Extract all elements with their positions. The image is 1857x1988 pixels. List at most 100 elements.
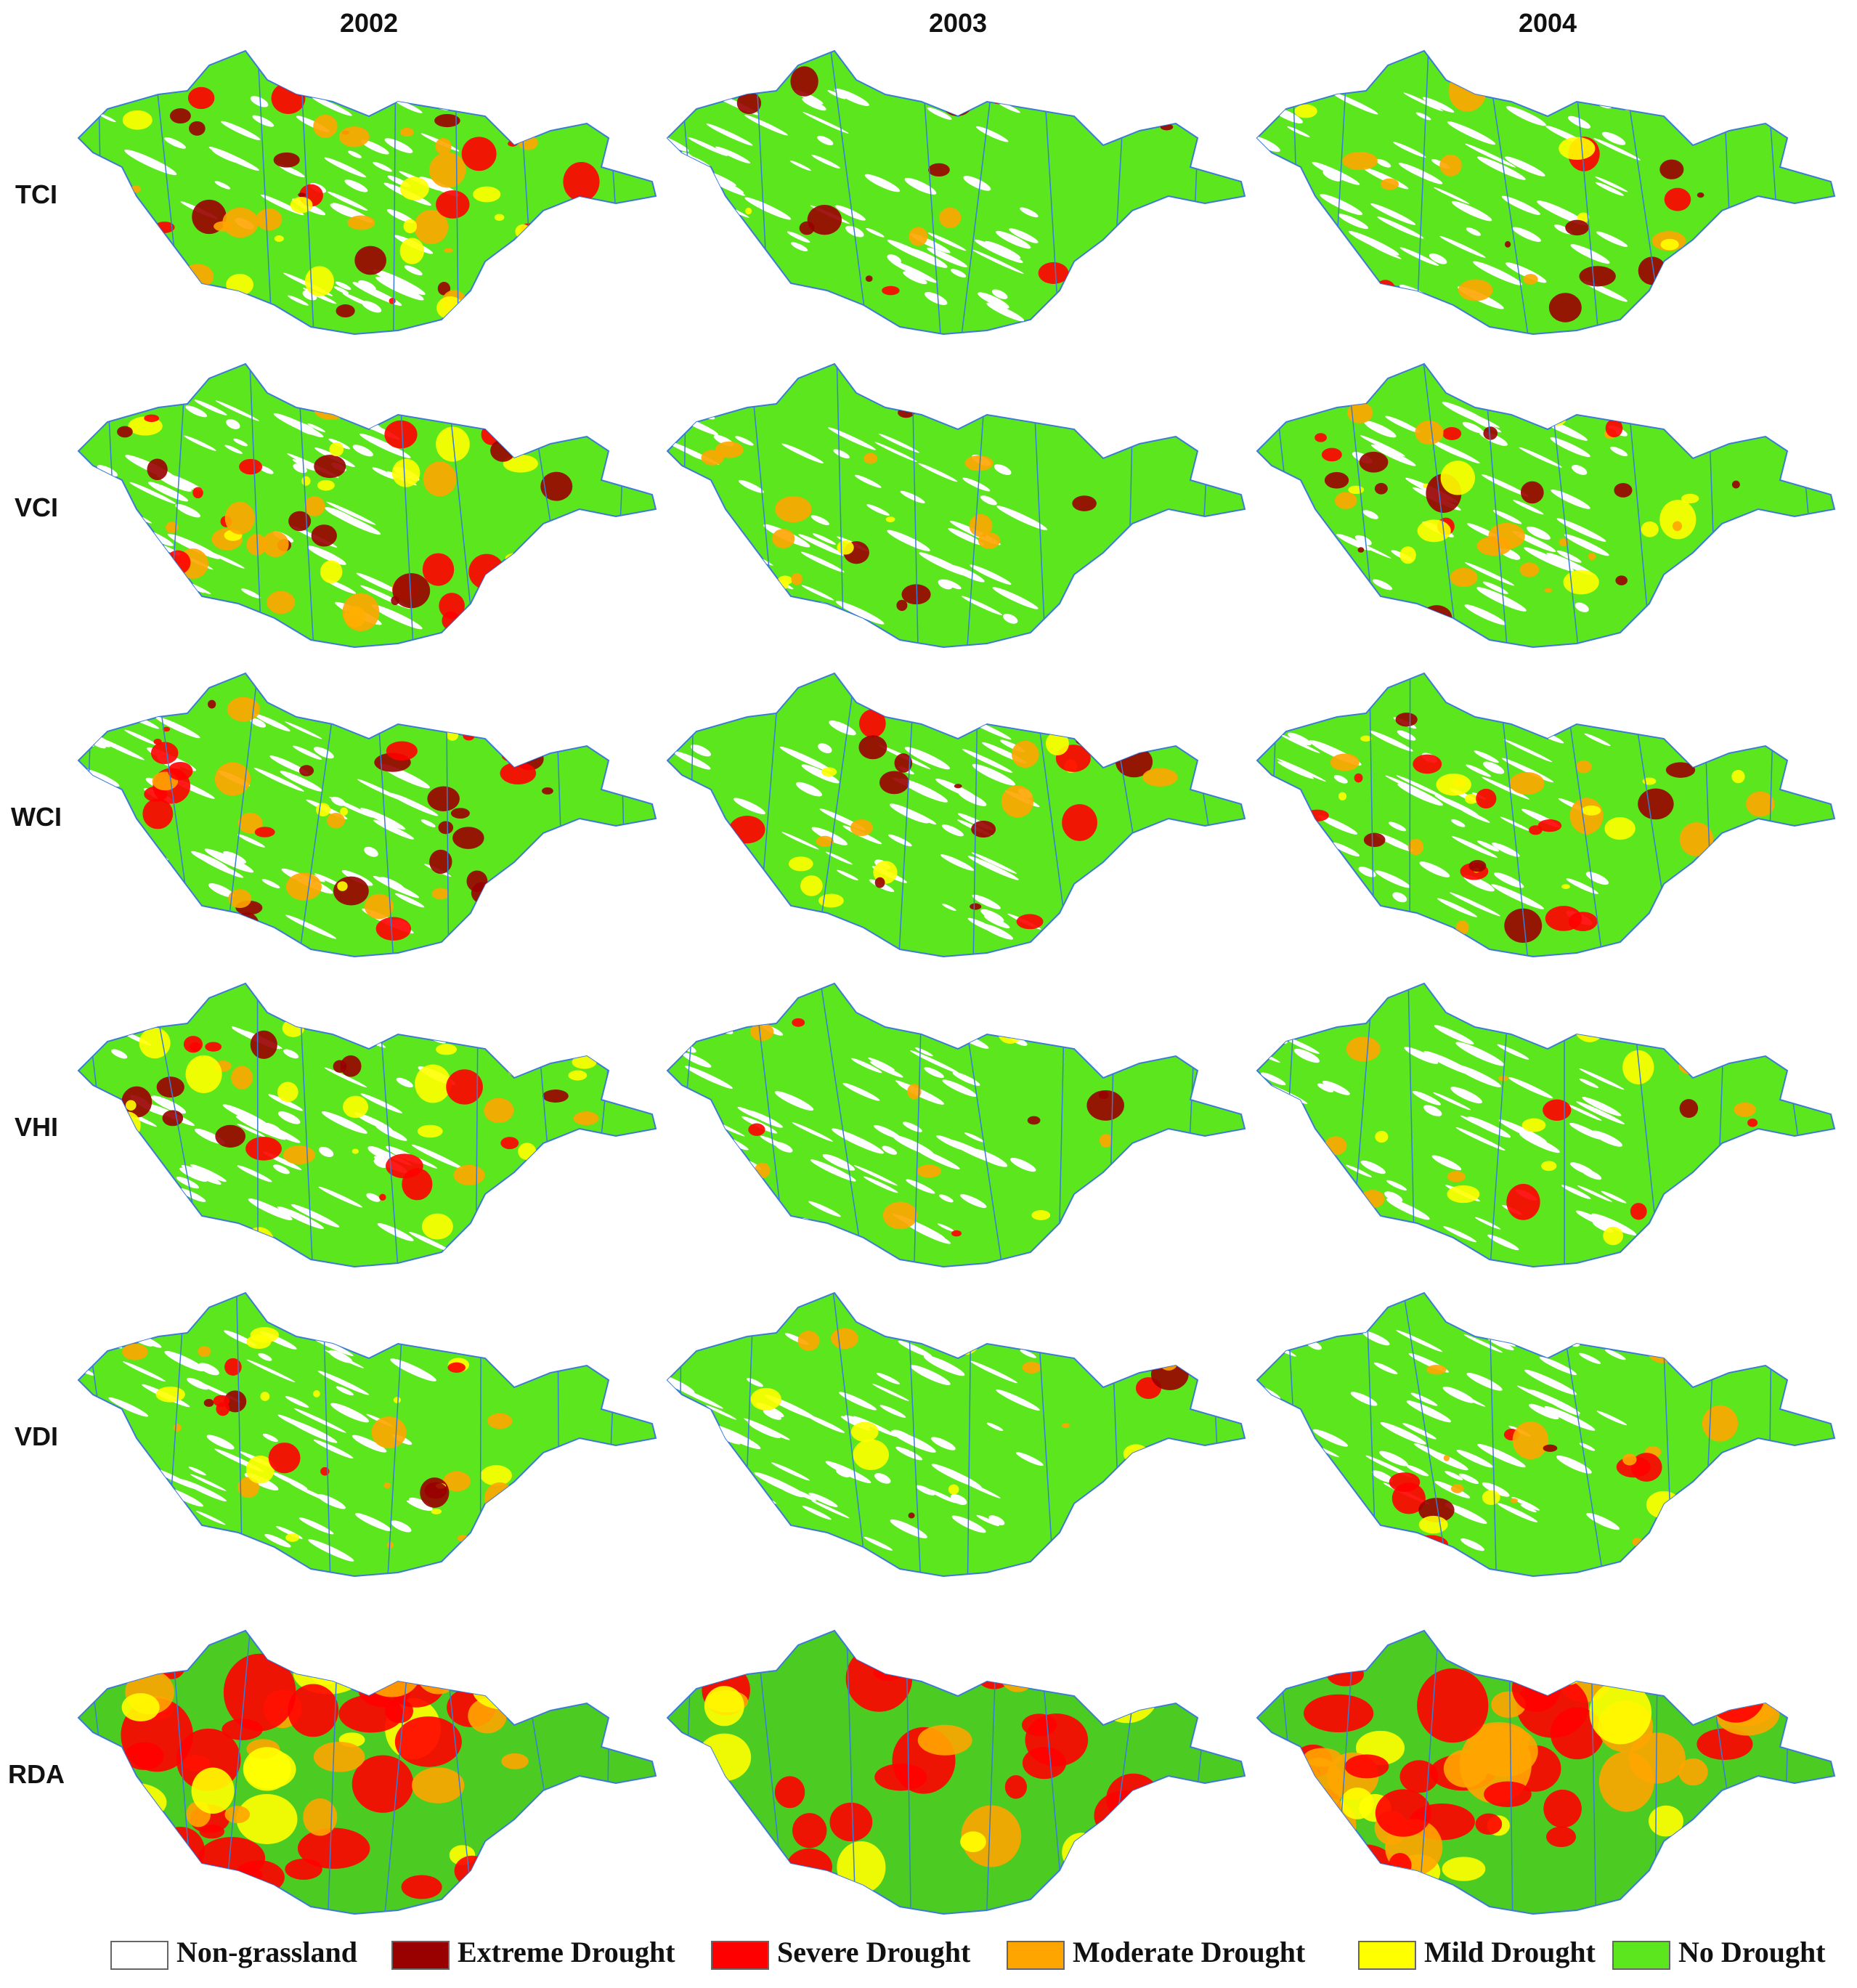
drought-patch	[386, 1541, 394, 1549]
non-grassland	[333, 286, 349, 294]
non-grassland	[895, 1446, 923, 1461]
drought-patch	[800, 875, 823, 896]
drought-patch	[541, 251, 562, 271]
non-grassland	[1320, 194, 1363, 216]
non-grassland	[89, 1204, 142, 1230]
province-border	[846, 1631, 857, 1914]
non-grassland	[679, 202, 698, 212]
non-grassland	[367, 1146, 391, 1159]
drought-patch	[1504, 240, 1511, 248]
drought-patch	[399, 238, 425, 264]
drought-patch	[438, 821, 454, 835]
non-grassland	[688, 506, 708, 516]
non-grassland	[1371, 444, 1416, 466]
drought-patch	[536, 1360, 554, 1373]
non-grassland	[1309, 1535, 1349, 1554]
non-grassland	[1579, 1078, 1599, 1089]
drought-patch	[1096, 1321, 1104, 1328]
non-grassland	[1419, 861, 1450, 877]
non-grassland	[1320, 884, 1343, 896]
province-border	[256, 983, 259, 1267]
drought-patch	[1309, 869, 1336, 894]
drought-patch	[787, 1848, 833, 1886]
province-border	[1286, 1293, 1303, 1576]
non-grassland	[684, 1066, 734, 1089]
non-grassland	[958, 791, 987, 806]
non-grassland	[694, 1128, 719, 1141]
drought-patch	[901, 584, 931, 605]
non-grassland	[327, 191, 368, 211]
non-grassland	[744, 197, 792, 220]
non-grassland	[1431, 1155, 1462, 1171]
drought-patch	[1672, 521, 1683, 532]
non-grassland	[1556, 518, 1606, 542]
non-grassland	[967, 856, 1019, 880]
drought-patch	[558, 299, 567, 305]
non-grassland	[903, 271, 927, 285]
non-grassland	[779, 746, 833, 772]
non-grassland	[1546, 552, 1593, 575]
drought-patch	[745, 207, 752, 215]
drought-patch	[124, 1742, 164, 1770]
non-grassland	[99, 113, 116, 123]
non-grassland	[667, 157, 694, 182]
non-grassland	[822, 1153, 856, 1171]
drought-patch	[1504, 908, 1543, 944]
non-grassland	[1326, 269, 1356, 285]
legend-label: Extreme Drought	[458, 1936, 675, 1968]
non-grassland	[748, 898, 786, 917]
province-border	[1483, 364, 1508, 647]
non-grassland	[285, 721, 322, 739]
non-grassland	[146, 877, 172, 890]
drought-patch	[1554, 1658, 1583, 1685]
non-grassland	[144, 1487, 160, 1497]
drought-patch	[489, 410, 517, 437]
map-base	[1256, 362, 1836, 649]
non-grassland	[108, 1397, 149, 1417]
drought-patch	[322, 702, 357, 724]
drought-patch	[1568, 912, 1598, 931]
non-grassland	[319, 1146, 334, 1158]
drought-patch	[394, 1716, 462, 1767]
non-grassland	[1498, 1119, 1547, 1143]
non-grassland	[1544, 1405, 1596, 1431]
drought-patch	[245, 1137, 282, 1161]
non-grassland	[1579, 1443, 1596, 1451]
drought-patch	[1537, 819, 1562, 832]
drought-patch	[338, 126, 370, 147]
non-grassland	[747, 1110, 783, 1128]
drought-patch	[311, 524, 337, 547]
non-grassland	[1003, 613, 1018, 624]
non-grassland	[940, 854, 975, 871]
drought-patch	[342, 593, 380, 632]
non-grassland	[1564, 534, 1609, 556]
drought-patch	[401, 1875, 442, 1899]
map	[666, 49, 1246, 336]
drought-patch	[1704, 1201, 1724, 1213]
drought-patch	[1681, 493, 1699, 504]
drought-patch	[1510, 1498, 1518, 1504]
non-grassland	[1584, 733, 1611, 747]
non-grassland	[164, 1350, 206, 1372]
non-grassland	[715, 283, 736, 293]
drought-patch	[1606, 699, 1630, 717]
drought-patch	[1475, 1813, 1503, 1835]
drought-patch	[1574, 1008, 1606, 1042]
non-grassland	[1403, 92, 1443, 112]
non-grassland	[348, 150, 362, 158]
non-grassland	[988, 1515, 1005, 1525]
drought-patch	[399, 177, 429, 200]
non-grassland	[1579, 1352, 1601, 1364]
map-base	[666, 362, 1246, 649]
non-grassland	[1379, 1451, 1408, 1466]
non-grassland	[384, 138, 413, 153]
drought-patch	[728, 565, 738, 572]
non-grassland	[140, 235, 163, 248]
drought-patch	[760, 582, 773, 590]
map-base	[77, 362, 657, 649]
drought-patch	[168, 761, 193, 781]
drought-patch	[477, 90, 509, 118]
non-grassland	[985, 240, 1021, 259]
province-border	[830, 51, 869, 334]
drought-patch	[1598, 74, 1623, 94]
